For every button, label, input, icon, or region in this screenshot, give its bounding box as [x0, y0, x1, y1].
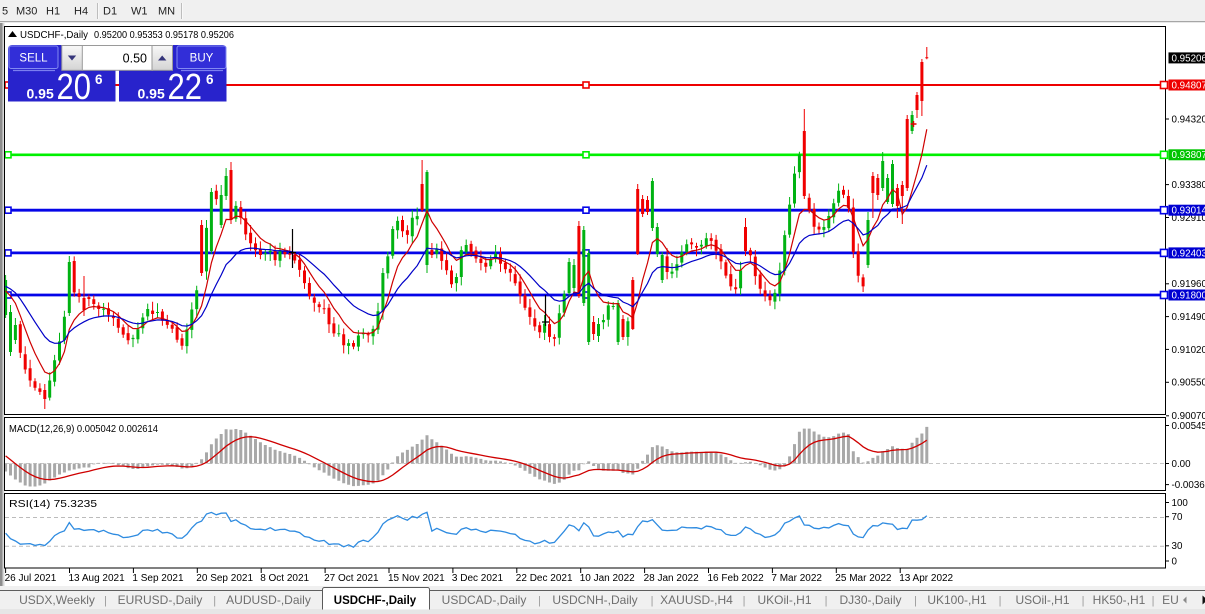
svg-text:13 Apr 2022: 13 Apr 2022	[899, 573, 953, 584]
svg-text:0.91800: 0.91800	[1172, 290, 1205, 301]
svg-text:0.92403: 0.92403	[1172, 248, 1205, 259]
svg-text:AUDUSD-,Daily: AUDUSD-,Daily	[226, 593, 311, 607]
svg-text:15 Nov 2021: 15 Nov 2021	[388, 573, 445, 584]
svg-text:0.93380: 0.93380	[1172, 180, 1205, 191]
svg-text:H4: H4	[74, 6, 88, 18]
svg-text:100: 100	[1172, 498, 1189, 509]
svg-text:0.93014: 0.93014	[1172, 206, 1205, 217]
svg-text:0.90550: 0.90550	[1172, 378, 1205, 389]
svg-text:70: 70	[1172, 512, 1183, 523]
svg-text:7 Mar 2022: 7 Mar 2022	[771, 573, 822, 584]
svg-text:W1: W1	[131, 6, 148, 18]
svg-text:|: |	[213, 595, 216, 607]
svg-text:0.90070: 0.90070	[1172, 411, 1205, 422]
svg-text:|: |	[999, 595, 1002, 607]
svg-text:HK50-,H1: HK50-,H1	[1093, 593, 1146, 607]
svg-text:|: |	[651, 595, 654, 607]
svg-text:16 Feb 2022: 16 Feb 2022	[708, 573, 765, 584]
svg-text:|: |	[914, 595, 917, 607]
svg-text:DJ30-,Daily: DJ30-,Daily	[839, 593, 901, 607]
svg-text:EU: EU	[1162, 593, 1179, 607]
svg-text:MACD(12,26,9) 0.005042 0.00261: MACD(12,26,9) 0.005042 0.002614	[9, 423, 158, 435]
svg-text:|: |	[743, 595, 746, 607]
svg-text:D1: D1	[103, 6, 117, 18]
svg-text:28 Jan 2022: 28 Jan 2022	[644, 573, 699, 584]
svg-text:0.00545: 0.00545	[1172, 421, 1205, 432]
svg-text:USDCHF-,Daily: USDCHF-,Daily	[20, 29, 89, 41]
svg-text:RSI(14) 75.3235: RSI(14) 75.3235	[9, 498, 97, 510]
svg-text:0.00: 0.00	[1172, 459, 1192, 470]
svg-text:EURUSD-,Daily: EURUSD-,Daily	[118, 593, 203, 607]
svg-text:22: 22	[168, 66, 203, 107]
svg-text:M30: M30	[16, 6, 37, 18]
svg-text:3 Dec 2021: 3 Dec 2021	[452, 573, 504, 584]
svg-text:-0.00364: -0.00364	[1172, 480, 1205, 491]
svg-text:5: 5	[2, 6, 8, 18]
svg-text:MN: MN	[158, 6, 175, 18]
svg-text:6: 6	[206, 72, 214, 87]
svg-text:|: |	[104, 595, 107, 607]
svg-text:25 Mar 2022: 25 Mar 2022	[835, 573, 892, 584]
svg-text:22 Dec 2021: 22 Dec 2021	[516, 573, 573, 584]
svg-text:|: |	[1082, 595, 1085, 607]
svg-text:20: 20	[57, 66, 92, 107]
svg-text:6: 6	[95, 72, 103, 87]
svg-text:SELL: SELL	[19, 53, 48, 65]
svg-text:0: 0	[1172, 556, 1178, 567]
svg-text:XAUUSD-,H4: XAUUSD-,H4	[660, 593, 733, 607]
svg-text:H1: H1	[46, 6, 60, 18]
svg-text:0.94320: 0.94320	[1172, 114, 1205, 125]
svg-text:USOil-,H1: USOil-,H1	[1015, 593, 1069, 607]
svg-text:1 Sep 2021: 1 Sep 2021	[132, 573, 184, 584]
svg-text:0.94807: 0.94807	[1172, 80, 1205, 91]
svg-text:BUY: BUY	[190, 53, 214, 65]
svg-text:UK100-,H1: UK100-,H1	[927, 593, 987, 607]
svg-text:UKOil-,H1: UKOil-,H1	[757, 593, 811, 607]
svg-text:0.91020: 0.91020	[1172, 345, 1205, 356]
svg-text:0.95200 0.95353 0.95178 0.9520: 0.95200 0.95353 0.95178 0.95206	[94, 29, 234, 41]
svg-text:USDCNH-,Daily: USDCNH-,Daily	[552, 593, 637, 607]
svg-text:0.91490: 0.91490	[1172, 312, 1205, 323]
svg-text:USDCAD-,Daily: USDCAD-,Daily	[442, 593, 527, 607]
svg-text:|: |	[1152, 595, 1155, 607]
svg-text:8 Oct 2021: 8 Oct 2021	[260, 573, 309, 584]
svg-text:0.95: 0.95	[27, 86, 54, 102]
svg-text:0.92910: 0.92910	[1172, 213, 1205, 224]
svg-text:13 Aug 2021: 13 Aug 2021	[69, 573, 126, 584]
svg-text:0.91960: 0.91960	[1172, 279, 1205, 290]
svg-text:|: |	[825, 595, 828, 607]
svg-text:|: |	[538, 595, 541, 607]
svg-text:0.93807: 0.93807	[1172, 150, 1205, 161]
svg-text:USDX,Weekly: USDX,Weekly	[19, 593, 95, 607]
svg-text:30: 30	[1172, 541, 1183, 552]
svg-text:10 Jan 2022: 10 Jan 2022	[580, 573, 635, 584]
svg-text:26 Jul 2021: 26 Jul 2021	[5, 573, 57, 584]
svg-text:0.95: 0.95	[138, 86, 165, 102]
svg-text:0.50: 0.50	[123, 52, 147, 66]
svg-text:USDCHF-,Daily: USDCHF-,Daily	[334, 595, 417, 607]
svg-text:0.95206: 0.95206	[1172, 53, 1205, 64]
svg-text:27 Oct 2021: 27 Oct 2021	[324, 573, 379, 584]
svg-text:20 Sep 2021: 20 Sep 2021	[196, 573, 253, 584]
